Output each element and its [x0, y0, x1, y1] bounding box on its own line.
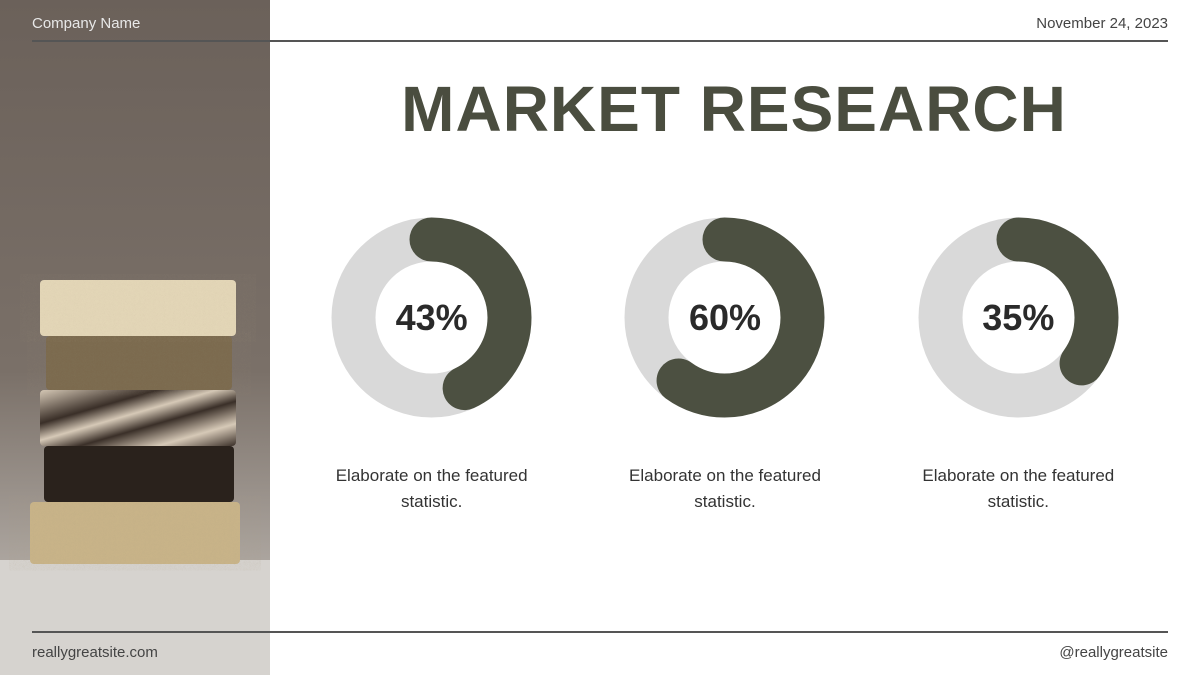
- stat-caption-3: Elaborate on the featured statistic.: [893, 463, 1143, 514]
- donut-label-2: 60%: [617, 210, 832, 425]
- company-name: Company Name: [32, 15, 140, 32]
- donut-label-3: 35%: [911, 210, 1126, 425]
- top-rule: [32, 40, 1168, 42]
- stat-caption-2: Elaborate on the featured statistic.: [600, 463, 850, 514]
- sidebar-product-image: [0, 0, 270, 675]
- stat-1: 43% Elaborate on the featured statistic.: [290, 210, 573, 514]
- footer-handle: @reallygreatsite: [1059, 644, 1168, 661]
- bottom-rule: [32, 631, 1168, 633]
- footer: reallygreatsite.com @reallygreatsite: [32, 644, 1168, 661]
- stats-row: 43% Elaborate on the featured statistic.…: [290, 210, 1160, 514]
- header-date: November 24, 2023: [1036, 15, 1168, 32]
- donut-chart-1: 43%: [324, 210, 539, 425]
- donut-chart-2: 60%: [617, 210, 832, 425]
- stat-2: 60% Elaborate on the featured statistic.: [583, 210, 866, 514]
- donut-label-1: 43%: [324, 210, 539, 425]
- page-title: MARKET RESEARCH: [300, 72, 1168, 146]
- footer-website: reallygreatsite.com: [32, 644, 158, 661]
- header: Company Name November 24, 2023: [32, 15, 1168, 32]
- stat-caption-1: Elaborate on the featured statistic.: [307, 463, 557, 514]
- donut-chart-3: 35%: [911, 210, 1126, 425]
- stat-3: 35% Elaborate on the featured statistic.: [877, 210, 1160, 514]
